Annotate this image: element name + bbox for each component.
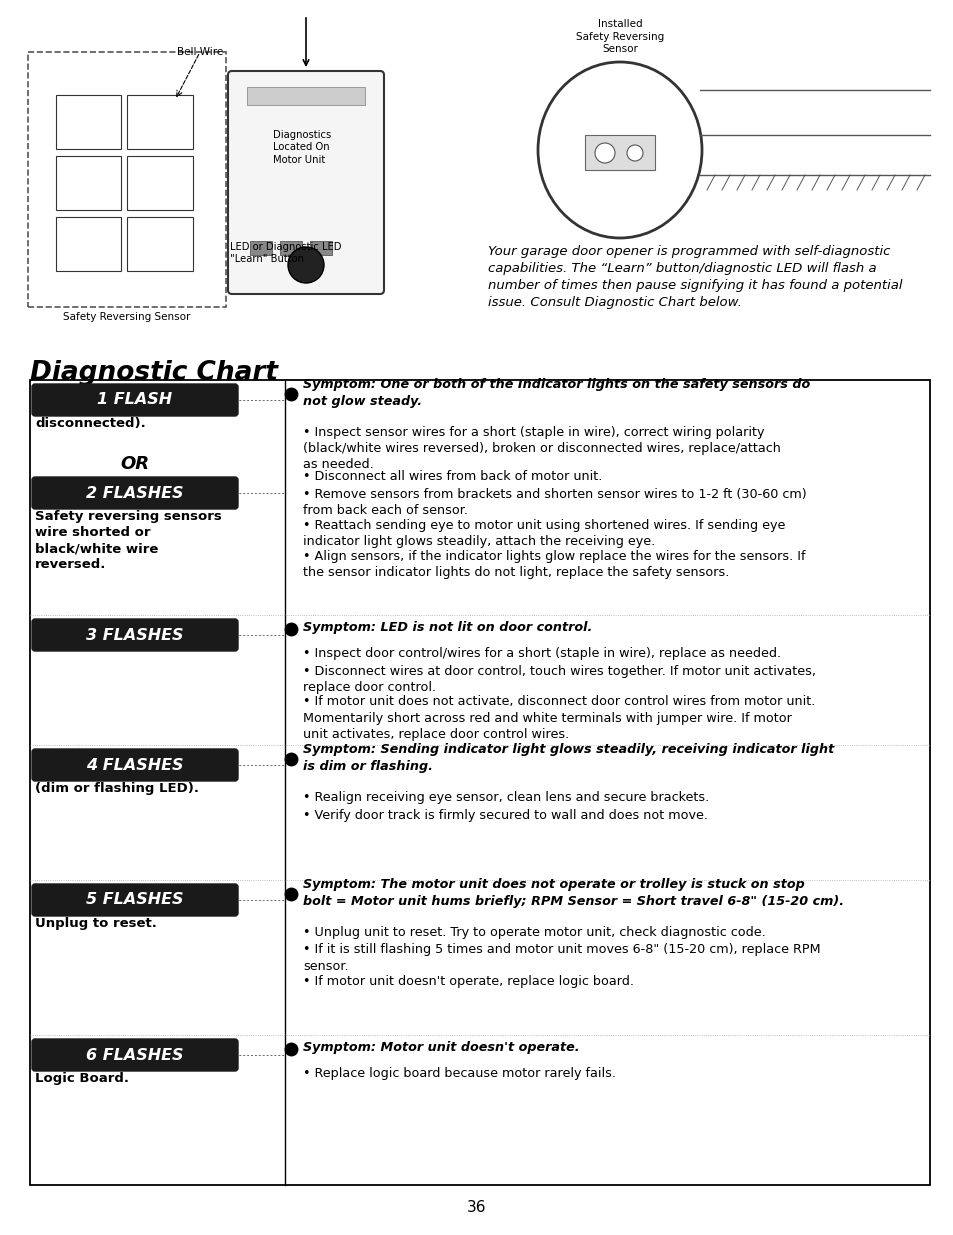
Text: • Disconnect all wires from back of motor unit.: • Disconnect all wires from back of moto… — [303, 471, 601, 483]
Text: Diagnostics
Located On
Motor Unit: Diagnostics Located On Motor Unit — [274, 130, 332, 164]
Text: Symptom: LED is not lit on door control.: Symptom: LED is not lit on door control. — [303, 621, 592, 635]
Text: • Remove sensors from brackets and shorten sensor wires to 1-2 ft (30-60 cm)
fro: • Remove sensors from brackets and short… — [303, 488, 806, 517]
FancyBboxPatch shape — [32, 748, 237, 781]
Text: • Reattach sending eye to motor unit using shortened wires. If sending eye
indic: • Reattach sending eye to motor unit usi… — [303, 519, 784, 548]
Text: Diagnostic Chart: Diagnostic Chart — [30, 359, 277, 387]
Text: Your garage door opener is programmed with self-diagnostic
capabilities. The “Le: Your garage door opener is programmed wi… — [488, 245, 902, 309]
FancyBboxPatch shape — [32, 384, 237, 416]
Text: 6 FLASHES: 6 FLASHES — [86, 1047, 184, 1062]
Text: Safety reversing sensors
wire open (broken or
disconnected).: Safety reversing sensors wire open (brok… — [35, 385, 221, 430]
FancyBboxPatch shape — [32, 477, 237, 509]
Text: Symptom: The motor unit does not operate or trolley is stuck on stop
bolt = Moto: Symptom: The motor unit does not operate… — [303, 878, 843, 908]
Text: • Inspect sensor wires for a short (staple in wire), correct wiring polarity
(bl: • Inspect sensor wires for a short (stap… — [303, 426, 781, 472]
Text: Installed
Safety Reversing
Sensor: Installed Safety Reversing Sensor — [576, 20, 663, 54]
Bar — [247, 86, 365, 105]
Circle shape — [288, 247, 324, 283]
Text: Symptom: One or both of the Indicator lights on the safety sensors do
not glow s: Symptom: One or both of the Indicator li… — [303, 378, 809, 408]
Text: • Unplug unit to reset. Try to operate motor unit, check diagnostic code.: • Unplug unit to reset. Try to operate m… — [303, 926, 765, 939]
Text: 4 FLASHES: 4 FLASHES — [86, 757, 184, 773]
FancyBboxPatch shape — [32, 884, 237, 916]
Text: • Realign receiving eye sensor, clean lens and secure brackets.: • Realign receiving eye sensor, clean le… — [303, 790, 708, 804]
Text: • Disconnect wires at door control, touch wires together. If motor unit activate: • Disconnect wires at door control, touc… — [303, 664, 815, 694]
Bar — [127, 217, 193, 272]
Bar — [55, 157, 121, 210]
Circle shape — [626, 144, 642, 161]
Text: • If motor unit doesn't operate, replace logic board.: • If motor unit doesn't operate, replace… — [303, 974, 634, 988]
FancyBboxPatch shape — [228, 70, 384, 294]
Text: Door control or
wire shorted.: Door control or wire shorted. — [35, 620, 150, 650]
Text: 5 FLASHES: 5 FLASHES — [86, 893, 184, 908]
Bar — [280, 241, 302, 254]
FancyBboxPatch shape — [32, 1039, 237, 1071]
Text: Safety reversing sensors
wire shorted or
black/white wire
reversed.: Safety reversing sensors wire shorted or… — [35, 510, 221, 571]
Text: Symptom: Sending indicator light glows steadily, receiving indicator light
is di: Symptom: Sending indicator light glows s… — [303, 743, 833, 773]
Text: Motor Circuit Failure.
Replace Receiver
Logic Board.: Motor Circuit Failure. Replace Receiver … — [35, 1040, 194, 1086]
Text: LED or Diagnostic LED
"Learn" Button: LED or Diagnostic LED "Learn" Button — [230, 242, 341, 264]
Text: • If it is still flashing 5 times and motor unit moves 6-8" (15-20 cm), replace : • If it is still flashing 5 times and mo… — [303, 944, 820, 973]
Text: 2 FLASHES: 2 FLASHES — [86, 485, 184, 500]
Bar — [55, 217, 121, 272]
Text: Safety  reversing sensors
slightly misaligned
(dim or flashing LED).: Safety reversing sensors slightly misali… — [35, 750, 226, 795]
Text: Symptom: Motor unit doesn't operate.: Symptom: Motor unit doesn't operate. — [303, 1041, 579, 1055]
Bar — [30, 380, 929, 1186]
FancyBboxPatch shape — [32, 619, 237, 651]
Text: • Verify door track is firmly secured to wall and does not move.: • Verify door track is firmly secured to… — [303, 809, 707, 821]
Text: • Replace logic board because motor rarely fails.: • Replace logic board because motor rare… — [303, 1067, 616, 1079]
Circle shape — [595, 143, 615, 163]
Bar — [28, 52, 226, 308]
Bar — [55, 95, 121, 149]
Text: 36: 36 — [467, 1199, 486, 1214]
Text: Safety Reversing Sensor: Safety Reversing Sensor — [63, 312, 191, 322]
Text: • If motor unit does not activate, disconnect door control wires from motor unit: • If motor unit does not activate, disco… — [303, 695, 815, 741]
Bar — [127, 95, 193, 149]
Text: OR: OR — [120, 454, 150, 473]
Text: Bell Wire: Bell Wire — [176, 47, 223, 57]
Bar — [250, 241, 272, 254]
Text: • Inspect door control/wires for a short (staple in wire), replace as needed.: • Inspect door control/wires for a short… — [303, 647, 781, 659]
Bar — [584, 135, 655, 170]
Bar — [310, 241, 332, 254]
Text: 1 FLASH: 1 FLASH — [97, 393, 172, 408]
Text: 3 FLASHES: 3 FLASHES — [86, 627, 184, 642]
Text: Possible RPM sensor
failure.
Unplug to reset.: Possible RPM sensor failure. Unplug to r… — [35, 885, 190, 930]
Bar — [127, 157, 193, 210]
Text: • Align sensors, if the indicator lights glow replace the wires for the sensors.: • Align sensors, if the indicator lights… — [303, 550, 804, 579]
